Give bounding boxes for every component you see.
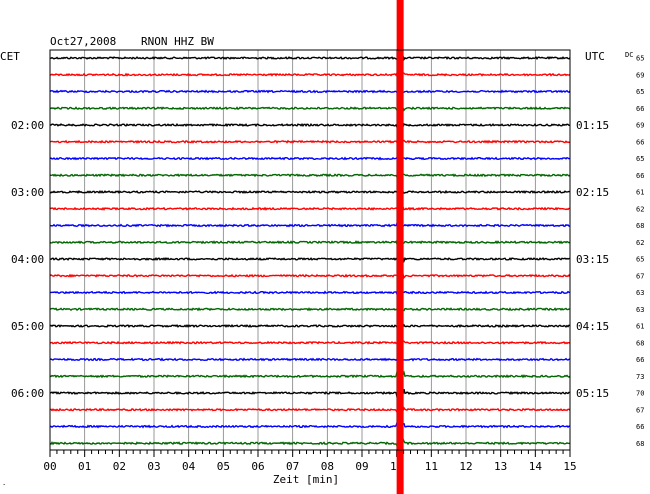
dc-offset-value: 63: [636, 306, 644, 314]
x-tick-label: 04: [182, 460, 196, 473]
x-tick-label: 08: [321, 460, 334, 473]
right-hour-label: 03:15: [576, 253, 609, 266]
chart-station: RNON HHZ BW: [141, 35, 214, 48]
dc-offset-value: 68: [636, 222, 644, 230]
right-hour-label: 02:15: [576, 186, 609, 199]
x-tick-label: 05: [217, 460, 230, 473]
x-tick-label: 11: [425, 460, 438, 473]
left-hour-label: 06:00: [11, 387, 44, 400]
left-hour-label: 04:00: [11, 253, 44, 266]
x-tick-label: 03: [147, 460, 160, 473]
trace-line: [49, 172, 571, 179]
trace-line: [49, 139, 571, 145]
trace-line: [49, 120, 570, 129]
corner-mark: .: [2, 479, 6, 487]
x-tick-label: 12: [459, 460, 472, 473]
trace-line: [49, 221, 571, 230]
left-hour-label: 02:00: [11, 119, 44, 132]
dc-offset-value: 67: [636, 272, 644, 280]
x-axis: 00010203040506070809101112131415: [43, 450, 577, 473]
trace-line: [49, 386, 571, 399]
dc-offset-value: 69: [636, 122, 644, 130]
dc-offset-value: 66: [636, 172, 644, 180]
dc-offset-value: 61: [636, 323, 644, 331]
trace-line: [49, 88, 571, 94]
x-tick-label: 15: [563, 460, 576, 473]
trace-line: [49, 289, 571, 295]
dc-offset-column: 65 69 65 66 69 66 65 66 61 62 68 62 65 67 63 63 61 68 66 73…: [636, 55, 644, 448]
trace-line: [49, 189, 571, 196]
dc-offset-value: 62: [636, 239, 644, 247]
right-hour-label: 05:15: [576, 387, 609, 400]
x-tick-label: 00: [43, 460, 56, 473]
dc-header-label: DC: [625, 51, 633, 59]
trace-line: [49, 305, 571, 312]
dc-offset-value: 65: [636, 55, 644, 63]
dc-offset-value: 66: [636, 423, 644, 431]
dc-offset-value: 68: [636, 339, 644, 347]
x-tick-label: 09: [355, 460, 368, 473]
dc-offset-value: 66: [636, 138, 644, 146]
trace-line: [49, 422, 571, 431]
dc-offset-value: 65: [636, 155, 644, 163]
trace-line: [49, 357, 571, 362]
trace-line: [49, 71, 571, 78]
left-hour-label: 05:00: [11, 320, 44, 333]
trace-line: [49, 205, 571, 212]
x-tick-label: 07: [286, 460, 299, 473]
trace-line: [49, 437, 571, 448]
grid-lines: [84, 50, 536, 450]
dc-offset-value: 66: [636, 105, 644, 113]
right-timezone-label: UTC: [585, 50, 605, 63]
dc-offset-value: 70: [636, 390, 644, 398]
trace-line: [49, 256, 571, 264]
x-tick-label: 02: [113, 460, 126, 473]
trace-line: [49, 370, 571, 380]
right-hour-label: 01:15: [576, 119, 609, 132]
x-tick-label: 01: [78, 460, 91, 473]
x-axis-title: Zeit [min]: [273, 473, 339, 486]
trace-line: [49, 105, 571, 113]
trace-line: [49, 340, 571, 345]
dc-offset-value: 73: [636, 373, 644, 381]
dc-offset-value: 69: [636, 71, 644, 79]
x-tick-label: 06: [251, 460, 264, 473]
trace-line: [49, 55, 571, 61]
trace-line: [49, 404, 571, 416]
dc-offset-value: 65: [636, 256, 644, 264]
time-labels: 02:00 03:00 04:00 05:00 06:00 01:15 02:15 03:15…: [11, 119, 609, 400]
trace-line: [49, 239, 571, 246]
dc-offset-value: 67: [636, 406, 644, 414]
dc-offset-value: 61: [636, 189, 644, 197]
dc-offset-value: 62: [636, 205, 644, 213]
dc-offset-value: 68: [636, 440, 644, 448]
dc-offset-value: 65: [636, 88, 644, 96]
trace-lines: [49, 55, 571, 448]
dc-offset-value: 63: [636, 289, 644, 297]
trace-line: [49, 272, 571, 279]
x-tick-label: 14: [529, 460, 543, 473]
plot-frame: [49, 49, 571, 451]
right-hour-label: 04:15: [576, 320, 609, 333]
x-tick-label: 13: [494, 460, 507, 473]
chart-date: Oct27,2008: [50, 35, 116, 48]
trace-line: [49, 323, 571, 330]
dc-offset-value: 66: [636, 356, 644, 364]
trace-line: [49, 155, 571, 161]
left-hour-label: 03:00: [11, 186, 44, 199]
left-timezone-label: CET: [0, 50, 20, 63]
